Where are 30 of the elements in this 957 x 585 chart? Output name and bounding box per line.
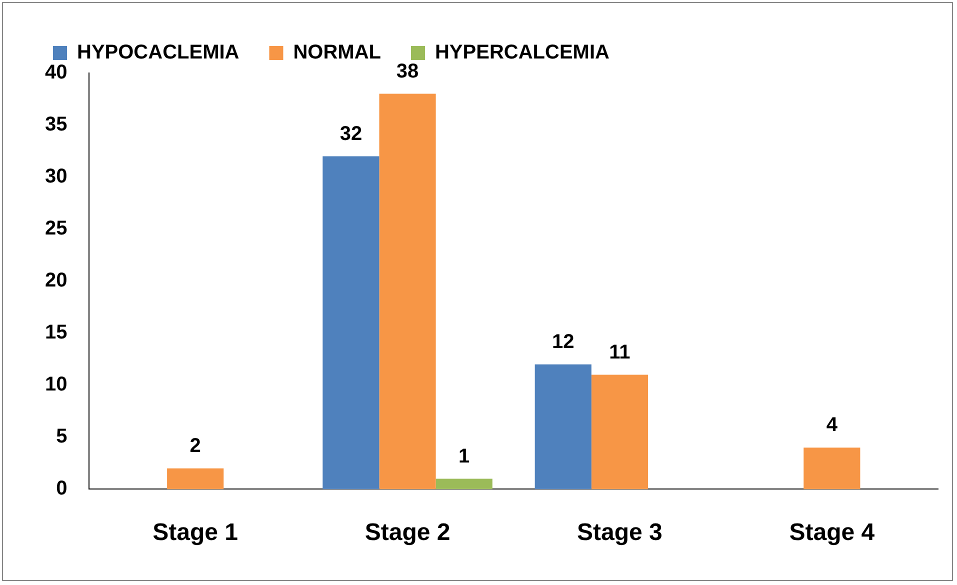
data-label: 4 <box>826 414 838 436</box>
legend-label: HYPERCALCEMIA <box>434 42 610 64</box>
y-tick-label: 35 <box>44 114 68 136</box>
bar <box>436 478 492 490</box>
y-tick-label: 30 <box>44 166 68 188</box>
x-tick-label: Stage 3 <box>577 519 662 546</box>
legend-label: HYPOCACLEMIA <box>77 42 240 64</box>
bar <box>534 364 592 490</box>
y-tick-label: 15 <box>44 322 68 344</box>
bar <box>804 448 860 490</box>
y-tick-label: 5 <box>56 426 68 448</box>
data-label: 1 <box>458 445 470 468</box>
data-label: 38 <box>396 60 419 82</box>
legend-label: NORMAL <box>293 42 381 64</box>
data-label: 32 <box>340 122 362 145</box>
bar <box>167 468 224 490</box>
x-tick-label: Stage 2 <box>364 519 450 546</box>
x-tick-label: Stage 4 <box>789 519 876 546</box>
y-tick-label: 40 <box>44 62 68 84</box>
bar <box>591 374 648 490</box>
data-label: 11 <box>609 341 630 364</box>
x-tick-label: Stage 1 <box>152 519 238 546</box>
y-tick-label: 20 <box>44 270 68 292</box>
data-label: 12 <box>552 330 574 353</box>
y-tick-label: 0 <box>56 478 68 500</box>
y-tick-label: 25 <box>44 218 68 240</box>
bar <box>322 156 380 490</box>
y-tick-label: 10 <box>44 374 68 396</box>
bar <box>379 94 436 490</box>
data-label: 2 <box>190 434 201 457</box>
